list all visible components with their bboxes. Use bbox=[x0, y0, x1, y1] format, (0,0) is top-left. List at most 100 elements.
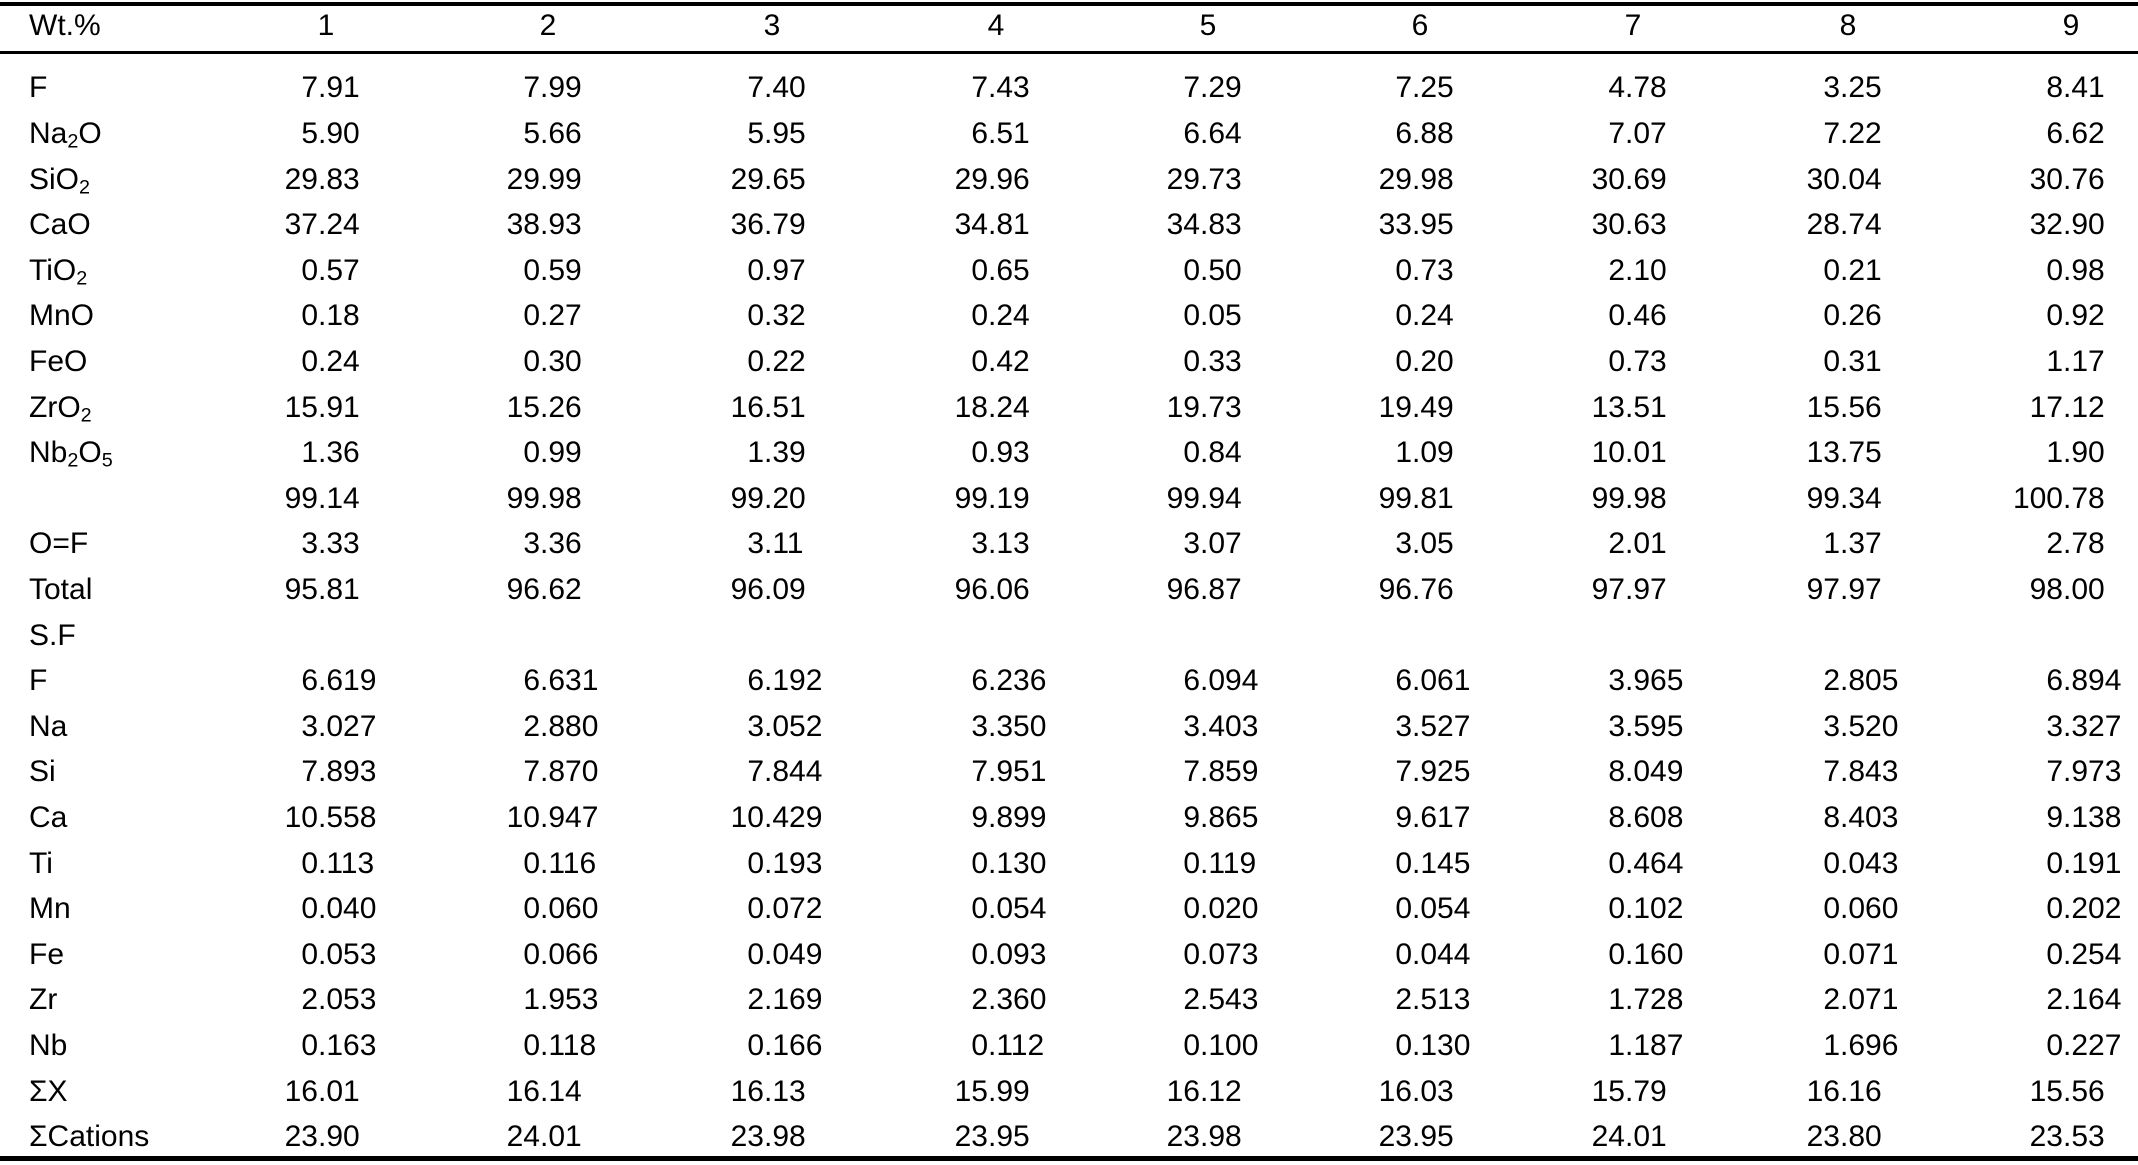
value-cell: 4.78 bbox=[1608, 71, 1667, 105]
value-cell: 0.73 bbox=[1608, 344, 1667, 378]
table-row: F 6.619 6.631 6.192 6.236 6.094 6.061 3.965 2.80… bbox=[0, 658, 2138, 704]
value-cell: 23.98 bbox=[1166, 1120, 1242, 1154]
value-cell: 96.09 bbox=[730, 572, 806, 606]
value-cell: 0.160 bbox=[1608, 937, 1684, 971]
value-cell: 3.25 bbox=[1823, 71, 1882, 105]
value-cell: 0.50 bbox=[1183, 253, 1242, 287]
value-cell: 17.12 bbox=[2029, 390, 2105, 424]
value-cell: 7.925 bbox=[1395, 755, 1471, 789]
value-cell: 6.094 bbox=[1183, 664, 1259, 698]
value-cell: 16.01 bbox=[284, 1074, 360, 1108]
value-cell: 2.10 bbox=[1608, 253, 1667, 287]
value-cell: 37.24 bbox=[284, 208, 360, 242]
value-cell: 2.164 bbox=[2046, 983, 2122, 1017]
value-cell: 0.26 bbox=[1823, 299, 1882, 333]
value-cell: 0.071 bbox=[1823, 937, 1899, 971]
row-label: Mn bbox=[29, 892, 71, 926]
header-rule bbox=[0, 51, 2138, 54]
value-cell: 1.09 bbox=[1395, 436, 1454, 470]
row-label: Fe bbox=[29, 937, 65, 971]
value-cell: 6.64 bbox=[1183, 116, 1242, 150]
table-row: FeO 0.24 0.30 0.22 0.42 0.33 0.20 0.73 0.31 1.17 bbox=[0, 339, 2138, 385]
value-cell: 15.56 bbox=[1806, 390, 1882, 424]
table-row: ΣCations 23.90 24.01 23.98 23.95 23.98 23.95 24… bbox=[0, 1114, 2138, 1160]
value-cell: 3.327 bbox=[2046, 709, 2122, 743]
value-cell: 5.90 bbox=[301, 116, 360, 150]
row-label: Nb bbox=[29, 1028, 68, 1062]
value-cell: 0.054 bbox=[1395, 892, 1471, 926]
value-cell: 0.18 bbox=[301, 299, 360, 333]
value-cell: 3.05 bbox=[1395, 527, 1454, 561]
value-cell: 0.97 bbox=[747, 253, 806, 287]
value-cell: 0.193 bbox=[747, 846, 823, 880]
value-cell: 0.130 bbox=[1395, 1028, 1471, 1062]
value-cell: 0.65 bbox=[971, 253, 1030, 287]
value-cell: 7.951 bbox=[971, 755, 1047, 789]
row-label: FeO bbox=[29, 344, 88, 378]
value-cell: 0.33 bbox=[1183, 344, 1242, 378]
value-cell: 10.01 bbox=[1591, 436, 1667, 470]
value-cell: 6.51 bbox=[971, 116, 1030, 150]
value-cell: 99.19 bbox=[954, 481, 1030, 515]
value-cell: 8.403 bbox=[1823, 800, 1899, 834]
value-cell: 3.07 bbox=[1183, 527, 1242, 561]
value-cell: 3.965 bbox=[1608, 664, 1684, 698]
value-cell: 34.83 bbox=[1166, 208, 1242, 242]
table-row: Nb2O5 1.36 0.99 1.39 0.93 0.84 1.09 10.01 13.75 1… bbox=[0, 430, 2138, 476]
table-row: O=F 3.33 3.36 3.11 3.13 3.07 3.05 2.01 1.37 2.78 bbox=[0, 521, 2138, 567]
value-cell: 3.350 bbox=[971, 709, 1047, 743]
value-cell: 33.95 bbox=[1378, 208, 1454, 242]
value-cell: 97.97 bbox=[1806, 572, 1882, 606]
row-label: Total bbox=[29, 572, 93, 606]
table-row: Nb 0.163 0.118 0.166 0.112 0.100 0.130 1.187 1.6… bbox=[0, 1023, 2138, 1069]
value-cell: 0.22 bbox=[747, 344, 806, 378]
value-cell: 0.227 bbox=[2046, 1028, 2122, 1062]
table-row: Mn 0.040 0.060 0.072 0.054 0.020 0.054 0.102 0.0… bbox=[0, 886, 2138, 932]
value-cell: 10.429 bbox=[730, 800, 823, 834]
value-cell: 2.78 bbox=[2046, 527, 2105, 561]
column-header: 1 bbox=[317, 9, 335, 42]
value-cell: 23.95 bbox=[1378, 1120, 1454, 1154]
value-cell: 15.79 bbox=[1591, 1074, 1667, 1108]
value-cell: 3.520 bbox=[1823, 709, 1899, 743]
column-header: 4 bbox=[987, 9, 1005, 42]
row-label: CaO bbox=[29, 208, 91, 242]
table-row: Si 7.893 7.870 7.844 7.951 7.859 7.925 8.049 7.8… bbox=[0, 749, 2138, 795]
value-cell: 1.37 bbox=[1823, 527, 1882, 561]
value-cell: 9.865 bbox=[1183, 800, 1259, 834]
table-row: Fe 0.053 0.066 0.049 0.093 0.073 0.044 0.160 0.0… bbox=[0, 932, 2138, 978]
value-cell: 0.464 bbox=[1608, 846, 1684, 880]
value-cell: 7.844 bbox=[747, 755, 823, 789]
value-cell: 96.62 bbox=[506, 572, 582, 606]
row-label: TiO2 bbox=[29, 253, 88, 290]
value-cell: 13.51 bbox=[1591, 390, 1667, 424]
column-header: 9 bbox=[2062, 9, 2080, 42]
value-cell: 0.060 bbox=[523, 892, 599, 926]
value-cell: 1.17 bbox=[2046, 344, 2105, 378]
value-cell: 0.113 bbox=[301, 846, 375, 880]
value-cell: 29.83 bbox=[284, 162, 360, 196]
value-cell: 23.98 bbox=[730, 1120, 806, 1154]
value-cell: 6.88 bbox=[1395, 116, 1454, 150]
table-row: Zr 2.053 1.953 2.169 2.360 2.543 2.513 1.728 2.0… bbox=[0, 977, 2138, 1023]
value-cell: 99.14 bbox=[284, 481, 360, 515]
value-cell: 1.39 bbox=[747, 436, 806, 470]
table-row: Ti 0.113 0.116 0.193 0.130 0.119 0.145 0.464 0.0… bbox=[0, 841, 2138, 887]
value-cell: 99.94 bbox=[1166, 481, 1242, 515]
value-cell: 18.24 bbox=[954, 390, 1030, 424]
value-cell: 0.20 bbox=[1395, 344, 1454, 378]
row-label: F bbox=[29, 664, 48, 698]
value-cell: 0.93 bbox=[971, 436, 1030, 470]
value-cell: 24.01 bbox=[506, 1120, 582, 1154]
value-cell: 30.76 bbox=[2029, 162, 2105, 196]
value-cell: 1.728 bbox=[1608, 983, 1684, 1017]
value-cell: 2.071 bbox=[1823, 983, 1899, 1017]
value-cell: 3.527 bbox=[1395, 709, 1471, 743]
value-cell: 0.040 bbox=[301, 892, 377, 926]
value-cell: 15.99 bbox=[954, 1074, 1030, 1108]
value-cell: 99.81 bbox=[1378, 481, 1454, 515]
table-row: Na 3.027 2.880 3.052 3.350 3.403 3.527 3.595 3.5… bbox=[0, 704, 2138, 750]
value-cell: 99.98 bbox=[1591, 481, 1667, 515]
value-cell: 32.90 bbox=[2029, 208, 2105, 242]
